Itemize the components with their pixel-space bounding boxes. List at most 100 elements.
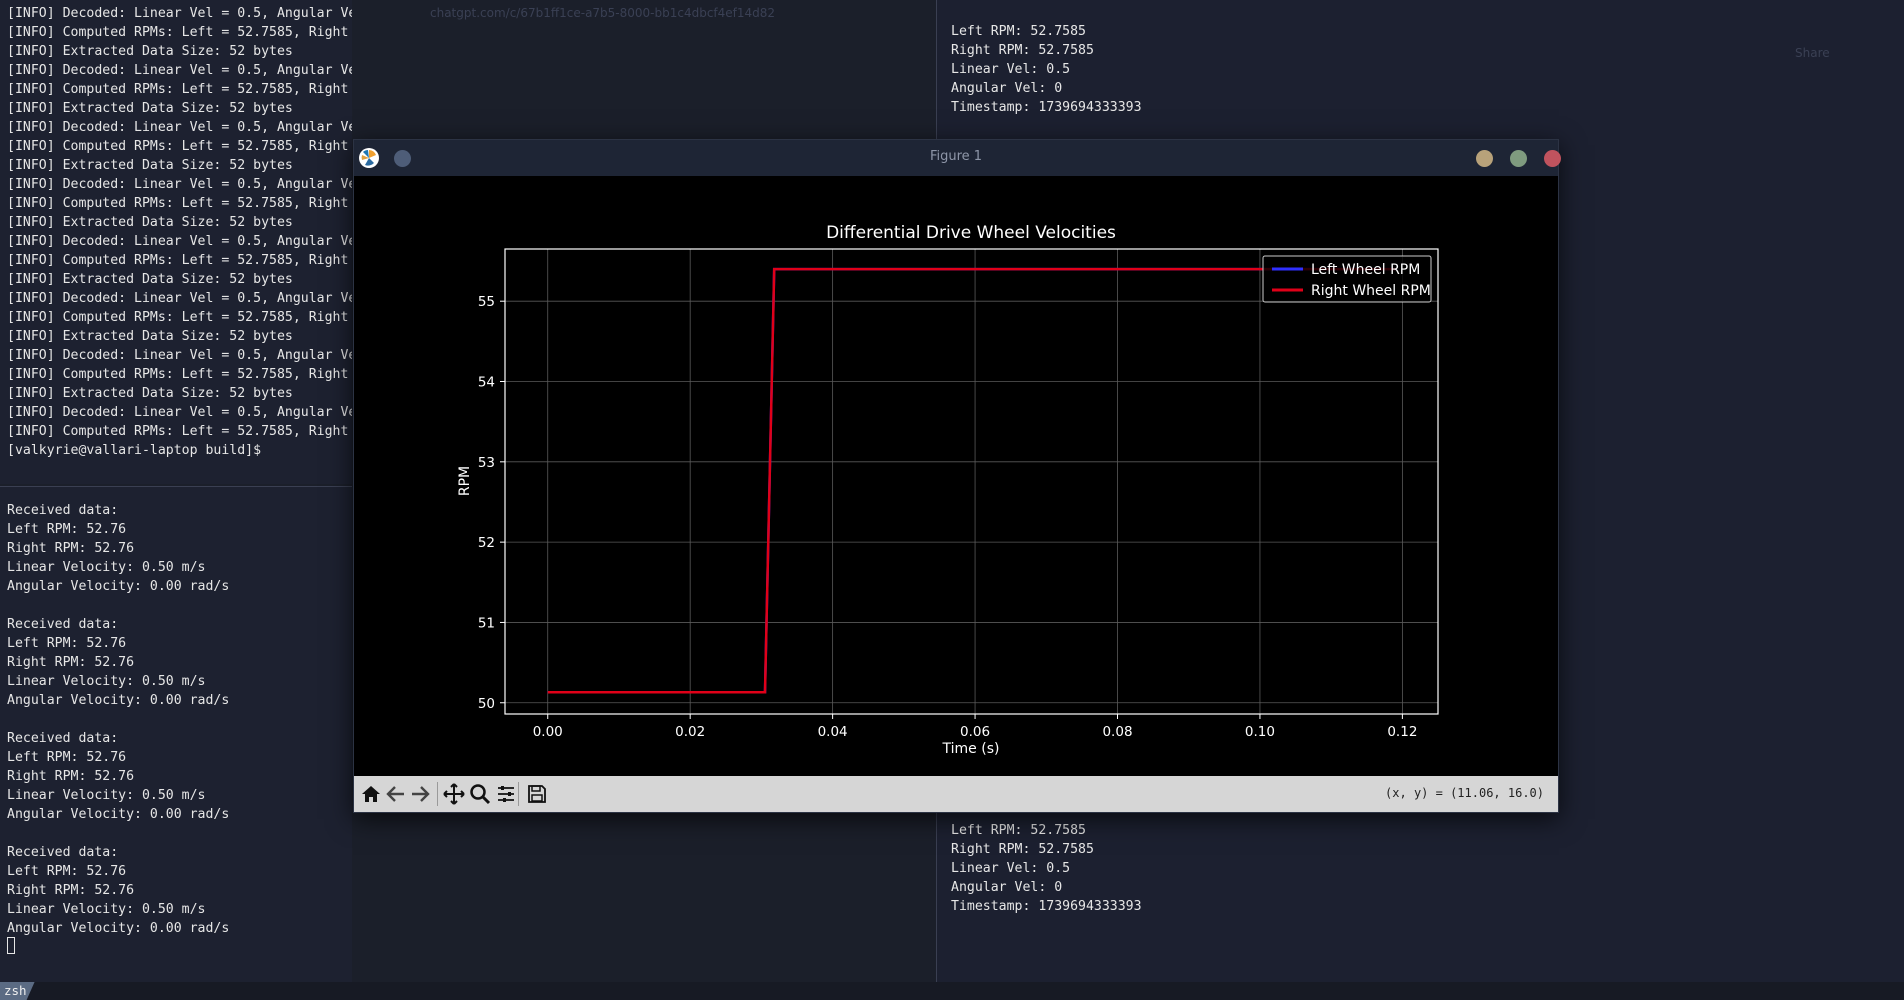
terminal-line: Right RPM: 52.76 xyxy=(7,541,135,556)
terminal-line: Left RPM: 52.7585 xyxy=(951,823,1086,838)
configure-subplots-icon[interactable] xyxy=(493,781,519,807)
background-share-button: Share xyxy=(1795,46,1830,60)
terminal-line: [INFO] Extracted Data Size: 52 bytes xyxy=(7,158,293,173)
terminal-line: [INFO] Computed RPMs: Left = 52.7585, Ri… xyxy=(7,25,349,40)
terminal-line: Left RPM: 52.76 xyxy=(7,864,127,879)
x-ticks: 0.00 0.02 0.04 0.06 0.08 0.10 0.12 xyxy=(533,714,1417,740)
terminal-cursor xyxy=(7,937,15,954)
terminal-line: Linear Velocity: 0.50 m/s xyxy=(7,560,206,575)
terminal-line: [INFO] Decoded: Linear Vel = 0.5, Angula… xyxy=(7,234,352,249)
series-line-right-wheel xyxy=(547,267,1396,694)
window-titlebar[interactable]: Figure 1 xyxy=(354,140,1561,176)
terminal-line: Angular Vel: 0 xyxy=(951,81,1063,96)
terminal-line: Received data: xyxy=(7,503,119,518)
terminal-line: Right RPM: 52.76 xyxy=(7,883,135,898)
terminal-line: [INFO] Computed RPMs: Left = 52.7585, Ri… xyxy=(7,424,349,439)
terminal-line: Linear Vel: 0.5 xyxy=(951,62,1071,77)
terminal-line: Timestamp: 1739694333393 xyxy=(951,899,1142,914)
terminal-bottom-left-output: Received data: Left RPM: 52.76 Right RPM… xyxy=(0,487,352,938)
legend-box xyxy=(1262,255,1432,303)
axes-frame xyxy=(504,248,1439,715)
y-axis-label: RPM xyxy=(457,466,473,496)
legend-label-left: Left Wheel RPM xyxy=(1311,262,1420,278)
terminal-line: Received data: xyxy=(7,731,119,746)
pan-icon[interactable] xyxy=(441,781,467,807)
y-tick-label: 51 xyxy=(478,615,495,631)
terminal-line: Angular Vel: 0 xyxy=(951,880,1063,895)
terminal-line: [INFO] Decoded: Linear Vel = 0.5, Angula… xyxy=(7,291,352,306)
figure-window[interactable]: Figure 1 0.00 0.02 0.04 0.06 0.08 0.10 0.12 50… xyxy=(353,139,1561,813)
terminal-line: [INFO] Extracted Data Size: 52 bytes xyxy=(7,329,293,344)
y-tick-label: 52 xyxy=(478,535,495,551)
terminal-line: [INFO] Decoded: Linear Vel = 0.5, Angula… xyxy=(7,63,352,78)
series-line-left-wheel xyxy=(547,267,1396,694)
terminal-line: Timestamp: 1739694333393 xyxy=(951,100,1142,115)
maximize-button[interactable] xyxy=(1510,150,1527,167)
save-icon[interactable] xyxy=(524,781,550,807)
terminal-right-top-output: Left RPM: 52.7585 Right RPM: 52.7585 Lin… xyxy=(951,22,1142,117)
terminal-line: [INFO] Computed RPMs: Left = 52.7585, Ri… xyxy=(7,310,349,325)
x-tick-label: 0.00 xyxy=(533,724,563,740)
terminal-line: Left RPM: 52.76 xyxy=(7,636,127,651)
terminal-line: Angular Velocity: 0.00 rad/s xyxy=(7,693,230,708)
background-browser-url: chatgpt.com/c/67b1ff1ce-a7b5-8000-bb1c4d… xyxy=(430,6,776,20)
terminal-bottom-left[interactable]: Received data: Left RPM: 52.76 Right RPM… xyxy=(0,486,352,983)
chart-grid xyxy=(505,249,1438,714)
zoom-icon[interactable] xyxy=(467,781,493,807)
y-tick-label: 54 xyxy=(478,375,495,391)
x-tick-label: 0.04 xyxy=(818,724,848,740)
shell-tab[interactable]: zsh xyxy=(0,982,35,1000)
terminal-line: Angular Velocity: 0.00 rad/s xyxy=(7,807,230,822)
x-tick-label: 0.06 xyxy=(960,724,990,740)
figure-toolbar: (x, y) = (11.06, 16.0) xyxy=(354,776,1558,812)
terminal-line: Left RPM: 52.7585 xyxy=(951,24,1086,39)
terminal-top-left-output: [INFO] Decoded: Linear Vel = 0.5, Angula… xyxy=(0,0,352,460)
terminal-line: Right RPM: 52.7585 xyxy=(951,842,1094,857)
shell-prompt: [valkyrie@vallari-laptop build]$ xyxy=(7,443,262,458)
terminal-line: Linear Velocity: 0.50 m/s xyxy=(7,674,206,689)
terminal-line: Angular Velocity: 0.00 rad/s xyxy=(7,579,230,594)
y-ticks: 50 51 52 53 54 55 xyxy=(478,294,505,712)
terminal-line: [INFO] Extracted Data Size: 52 bytes xyxy=(7,215,293,230)
terminal-line: Left RPM: 52.76 xyxy=(7,522,127,537)
terminal-line: [INFO] Decoded: Linear Vel = 0.5, Angula… xyxy=(7,120,352,135)
close-button[interactable] xyxy=(1544,150,1561,167)
x-tick-label: 0.08 xyxy=(1102,724,1132,740)
terminal-line: [INFO] Computed RPMs: Left = 52.7585, Ri… xyxy=(7,139,349,154)
terminal-right-bottom-output: Left RPM: 52.7585 Right RPM: 52.7585 Lin… xyxy=(951,821,1142,916)
terminal-line: [INFO] Computed RPMs: Left = 52.7585, Ri… xyxy=(7,196,349,211)
terminal-line: Received data: xyxy=(7,845,119,860)
terminal-line: [INFO] Decoded: Linear Vel = 0.5, Angula… xyxy=(7,6,352,21)
back-arrow-icon[interactable] xyxy=(383,781,409,807)
x-tick-label: 0.12 xyxy=(1387,724,1417,740)
forward-arrow-icon[interactable] xyxy=(407,781,433,807)
chart-legend: Left Wheel RPM Right Wheel RPM xyxy=(1262,255,1432,303)
terminal-line: Linear Velocity: 0.50 m/s xyxy=(7,902,206,917)
y-tick-label: 55 xyxy=(478,294,495,310)
terminal-line: Linear Velocity: 0.50 m/s xyxy=(7,788,206,803)
terminal-line: [INFO] Extracted Data Size: 52 bytes xyxy=(7,44,293,59)
window-title: Figure 1 xyxy=(929,149,983,164)
legend-label-right: Right Wheel RPM xyxy=(1311,283,1431,299)
terminal-line: [INFO] Decoded: Linear Vel = 0.5, Angula… xyxy=(7,405,352,420)
minimize-button[interactable] xyxy=(1476,150,1493,167)
terminal-line: [INFO] Decoded: Linear Vel = 0.5, Angula… xyxy=(7,348,352,363)
series-lines xyxy=(547,267,1396,694)
terminal-line: Right RPM: 52.76 xyxy=(7,769,135,784)
pin-window-button[interactable] xyxy=(394,150,411,167)
y-tick-label: 50 xyxy=(478,696,495,712)
matplotlib-app-icon xyxy=(359,148,379,168)
terminal-line: Linear Vel: 0.5 xyxy=(951,861,1071,876)
home-icon[interactable] xyxy=(358,781,384,807)
terminal-line: [INFO] Computed RPMs: Left = 52.7585, Ri… xyxy=(7,367,349,382)
toolbar-separator xyxy=(437,782,438,806)
terminal-line: [INFO] Extracted Data Size: 52 bytes xyxy=(7,386,293,401)
chart-svg[interactable]: 0.00 0.02 0.04 0.06 0.08 0.10 0.12 50515253545… xyxy=(354,176,1558,776)
terminal-top-left[interactable]: [INFO] Decoded: Linear Vel = 0.5, Angula… xyxy=(0,0,352,484)
terminal-line: [INFO] Extracted Data Size: 52 bytes xyxy=(7,272,293,287)
x-tick-label: 0.10 xyxy=(1245,724,1275,740)
plot-canvas[interactable]: 0.00 0.02 0.04 0.06 0.08 0.10 0.12 50 51 52 53 54 5… xyxy=(354,176,1558,776)
terminal-line: Received data: xyxy=(7,617,119,632)
chart-title: Differential Drive Wheel Velocities xyxy=(826,223,1116,243)
tmux-status-bar: zsh xyxy=(0,982,1904,1000)
